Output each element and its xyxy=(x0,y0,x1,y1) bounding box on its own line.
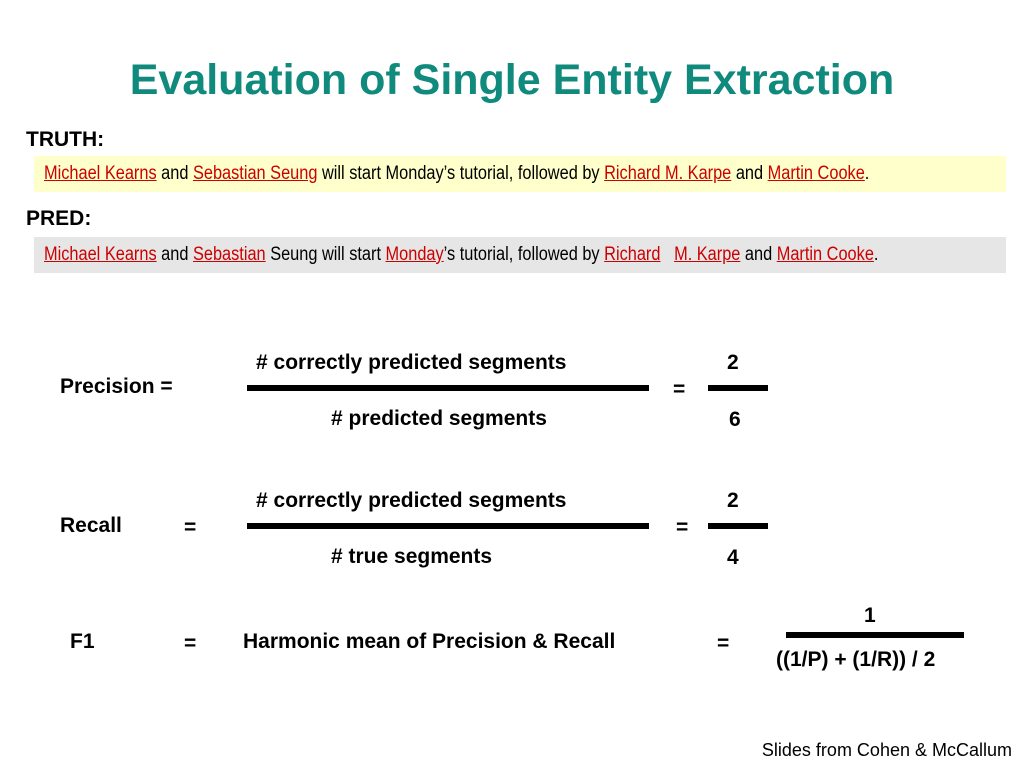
recall-fraction-bar xyxy=(247,523,649,529)
sentence-text: . xyxy=(864,163,870,184)
sentence-text: . xyxy=(873,244,879,265)
truth-sentence-box: Michael Kearns and Sebastian Seung will … xyxy=(34,156,1006,192)
slide-title: Evaluation of Single Entity Extraction xyxy=(129,56,895,104)
precision-denominator: # predicted segments xyxy=(331,407,547,430)
recall-equals-1: = xyxy=(184,516,197,539)
sentence-text: Seung will start xyxy=(265,244,386,265)
precision-value-denominator: 6 xyxy=(729,408,741,431)
f1-numerator: 1 xyxy=(864,604,876,627)
precision-numerator: # correctly predicted segments xyxy=(256,351,567,374)
sentence-text: will start Monday’s tutorial, followed b… xyxy=(317,163,605,184)
pred-sentence-box: Michael Kearns and Sebastian Seung will … xyxy=(34,237,1006,273)
entity-span: Sebastian xyxy=(192,244,266,265)
precision-equals: = xyxy=(673,378,686,401)
sentence-text: and xyxy=(731,163,768,184)
entity-span: Sebastian Seung xyxy=(192,163,318,184)
recall-equals-2: = xyxy=(676,516,689,539)
entity-span: Monday xyxy=(385,244,444,265)
f1-label: F1 xyxy=(70,630,95,653)
pred-sentence: Michael Kearns and Sebastian Seung will … xyxy=(44,237,878,273)
precision-value-bar xyxy=(708,385,768,391)
recall-value-denominator: 4 xyxy=(727,546,739,569)
entity-span: Martin Cooke xyxy=(767,163,865,184)
precision-label: Precision = xyxy=(60,375,173,398)
entity-span: M. Karpe xyxy=(674,244,741,265)
recall-denominator: # true segments xyxy=(331,545,493,568)
f1-denominator: ((1/P) + (1/R)) / 2 xyxy=(776,648,936,671)
entity-span: Martin Cooke xyxy=(776,244,874,265)
sentence-text: ’s tutorial, followed by xyxy=(443,244,605,265)
f1-description: Harmonic mean of Precision & Recall xyxy=(243,630,616,653)
sentence-text xyxy=(660,244,674,265)
precision-fraction-bar xyxy=(247,385,649,391)
truth-label: TRUTH: xyxy=(26,128,105,151)
sentence-text: and xyxy=(156,163,193,184)
f1-fraction-bar xyxy=(786,632,964,638)
recall-value-numerator: 2 xyxy=(727,489,739,512)
pred-label: PRED: xyxy=(26,207,92,230)
sentence-text: and xyxy=(740,244,777,265)
f1-equals-2: = xyxy=(717,632,730,655)
slide-credit: Slides from Cohen & McCallum xyxy=(761,740,1012,760)
precision-value-numerator: 2 xyxy=(727,351,739,374)
f1-equals-1: = xyxy=(184,632,197,655)
sentence-text: and xyxy=(156,244,193,265)
recall-label: Recall xyxy=(60,514,122,537)
truth-sentence: Michael Kearns and Sebastian Seung will … xyxy=(44,156,869,192)
recall-value-bar xyxy=(708,523,768,529)
entity-span: Michael Kearns xyxy=(44,244,157,265)
entity-span: Richard xyxy=(604,244,661,265)
entity-span: Michael Kearns xyxy=(44,163,157,184)
recall-numerator: # correctly predicted segments xyxy=(256,489,567,512)
entity-span: Richard M. Karpe xyxy=(604,163,732,184)
